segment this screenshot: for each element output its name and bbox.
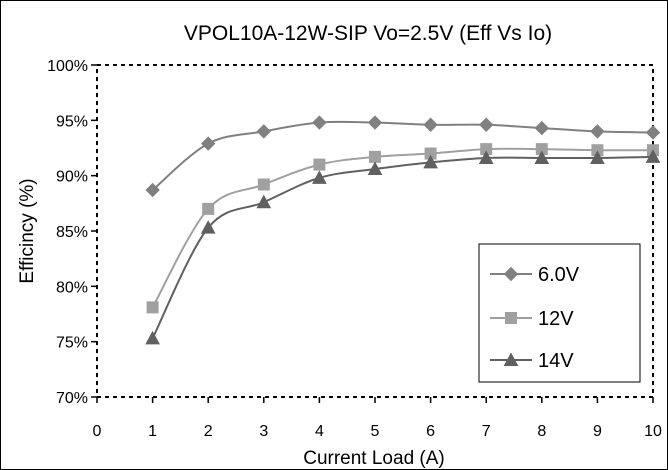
data-point xyxy=(423,117,438,132)
legend-label: 6.0V xyxy=(538,264,580,286)
data-point xyxy=(478,117,494,132)
series-line xyxy=(151,147,654,308)
data-point xyxy=(200,220,216,234)
x-tick-label: 3 xyxy=(259,423,268,440)
x-axis-ticks: 0 1 2 3 4 5 6 7 8 9 10 xyxy=(93,397,662,440)
x-tick-label: 1 xyxy=(148,423,157,440)
legend-marker xyxy=(503,352,519,366)
y-tick-label: 100% xyxy=(47,58,88,75)
legend: 6.0V 12V 14V xyxy=(478,243,641,383)
data-point xyxy=(590,124,605,139)
data-point xyxy=(590,150,605,164)
data-point xyxy=(534,150,550,164)
series-14V xyxy=(145,149,661,345)
legend-label: 12V xyxy=(538,308,574,330)
y-tick-label: 95% xyxy=(56,113,88,130)
y-tick-label: 90% xyxy=(56,169,88,186)
legend-label: 14V xyxy=(538,350,574,372)
y-axis-ticks: 70% 75% 80% 85% 90% 95% 100% xyxy=(47,58,97,407)
chart-title: VPOL10A-12W-SIP Vo=2.5V (Eff Vs Io) xyxy=(184,22,552,45)
data-point xyxy=(202,202,215,215)
series-12V xyxy=(146,143,659,314)
data-point xyxy=(257,178,270,191)
x-tick-label: 4 xyxy=(315,423,324,440)
y-tick-label: 80% xyxy=(56,279,88,296)
data-point xyxy=(478,150,494,164)
x-tick-label: 9 xyxy=(593,423,602,440)
data-point xyxy=(645,149,661,163)
data-point xyxy=(369,150,381,163)
data-point xyxy=(367,161,383,176)
y-tick-label: 70% xyxy=(56,390,88,407)
series-line xyxy=(151,155,654,339)
x-tick-label: 10 xyxy=(644,423,662,440)
x-tick-label: 2 xyxy=(204,423,213,440)
x-tick-label: 0 xyxy=(93,423,102,440)
data-point xyxy=(256,124,272,139)
data-point xyxy=(312,115,327,130)
legend-marker xyxy=(503,266,519,282)
data-point xyxy=(367,115,383,130)
series-line xyxy=(151,120,654,191)
x-tick-label: 7 xyxy=(482,423,491,440)
x-tick-label: 8 xyxy=(537,423,546,440)
x-tick-label: 6 xyxy=(426,423,435,440)
x-tick-label: 5 xyxy=(371,423,380,440)
data-point xyxy=(145,182,160,198)
data-point xyxy=(534,120,550,136)
y-tick-label: 85% xyxy=(56,224,88,241)
y-tick-label: 75% xyxy=(56,335,88,352)
series-6.0V xyxy=(145,115,661,198)
data-point xyxy=(145,330,160,345)
series-layer xyxy=(145,115,661,345)
legend-marker xyxy=(505,312,517,324)
data-point xyxy=(423,154,438,169)
data-point xyxy=(200,136,216,151)
y-axis-label: Efficincy (%) xyxy=(17,178,38,283)
data-point xyxy=(312,170,327,184)
data-point xyxy=(146,301,159,314)
x-axis-label: Current Load (A) xyxy=(303,448,445,469)
data-point xyxy=(645,125,661,140)
data-point xyxy=(256,194,272,209)
data-point xyxy=(313,158,326,171)
